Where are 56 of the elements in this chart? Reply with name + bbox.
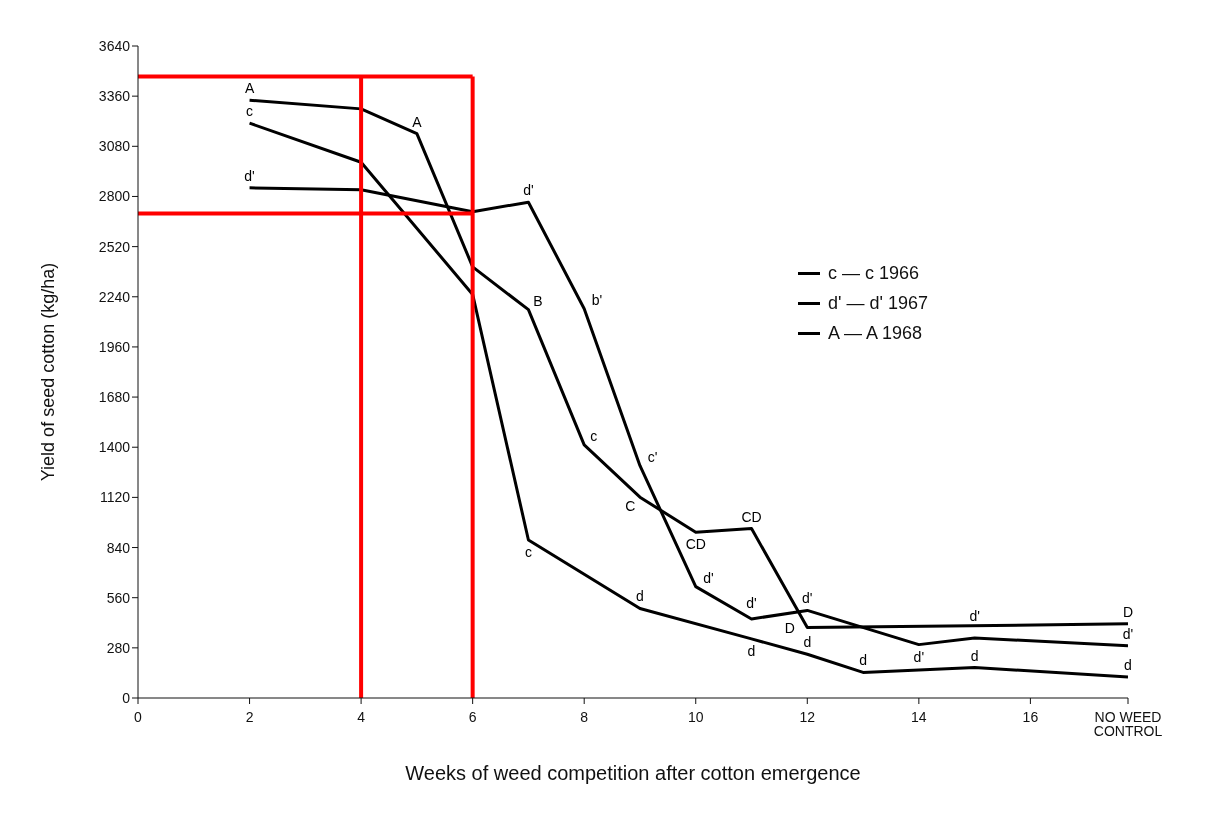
y-tick-label: 1960 xyxy=(98,338,131,355)
data-label: d xyxy=(803,634,812,651)
data-label: d xyxy=(859,652,867,669)
x-tick-label: NO WEED CONTROL xyxy=(1093,708,1163,739)
data-label: d xyxy=(1124,657,1132,674)
data-label: C xyxy=(625,497,636,514)
y-tick-label: 3360 xyxy=(98,88,131,105)
y-tick-label: 0 xyxy=(122,689,131,706)
data-label: c xyxy=(246,103,254,120)
legend-label: A — A 1968 xyxy=(828,322,923,344)
y-tick-label: 280 xyxy=(106,639,131,656)
data-label: D xyxy=(1122,603,1134,620)
data-label: d' xyxy=(244,167,255,184)
data-label: CD xyxy=(685,536,706,553)
data-label: A xyxy=(412,113,423,130)
data-label: d' xyxy=(1122,625,1134,642)
data-label: c xyxy=(590,428,598,445)
x-axis-title: Weeks of weed competition after cotton emergence xyxy=(405,762,861,784)
data-label: CD xyxy=(741,508,762,525)
data-label: B xyxy=(533,293,543,310)
data-label: d xyxy=(747,642,756,659)
legend-label: d' — d' 1967 xyxy=(828,292,928,314)
x-tick-label: 12 xyxy=(799,708,816,725)
y-tick-label: 2520 xyxy=(98,238,131,255)
x-tick-label: 4 xyxy=(357,708,366,725)
x-tick-label: 16 xyxy=(1022,708,1039,725)
y-tick-label: 1120 xyxy=(99,489,131,506)
y-axis-title: Yield of seed cotton (kg/ha) xyxy=(38,262,59,482)
y-tick-label: 2240 xyxy=(98,288,131,305)
y-tick-label: 1400 xyxy=(98,439,131,456)
y-tick-label: 1680 xyxy=(98,389,131,406)
data-label: D xyxy=(784,619,795,636)
x-tick-label: 6 xyxy=(468,708,477,725)
y-tick-label: 3080 xyxy=(98,138,131,155)
legend-label: c — c 1966 xyxy=(828,262,920,284)
data-label: c xyxy=(524,544,532,561)
data-label: d' xyxy=(802,590,813,607)
x-tick-label: 2 xyxy=(245,708,254,725)
x-tick-label: 10 xyxy=(687,708,704,725)
data-label: d' xyxy=(913,648,925,665)
y-tick-label: 3640 xyxy=(98,37,131,54)
y-tick-label: 840 xyxy=(106,539,131,556)
data-label: d' xyxy=(969,607,980,624)
data-label: d' xyxy=(746,595,757,612)
data-label: d' xyxy=(703,570,714,587)
data-label: d' xyxy=(523,182,534,199)
data-label: d xyxy=(636,588,644,605)
y-tick-label: 560 xyxy=(106,589,131,606)
data-label: c' xyxy=(647,449,658,466)
x-tick-label: 8 xyxy=(580,708,589,725)
data-label: A xyxy=(244,80,255,97)
data-label: b' xyxy=(591,292,603,309)
data-label: d xyxy=(970,647,979,664)
x-tick-label: 14 xyxy=(911,708,927,725)
x-tick-label: 0 xyxy=(134,708,143,725)
y-tick-label: 2800 xyxy=(98,188,131,205)
